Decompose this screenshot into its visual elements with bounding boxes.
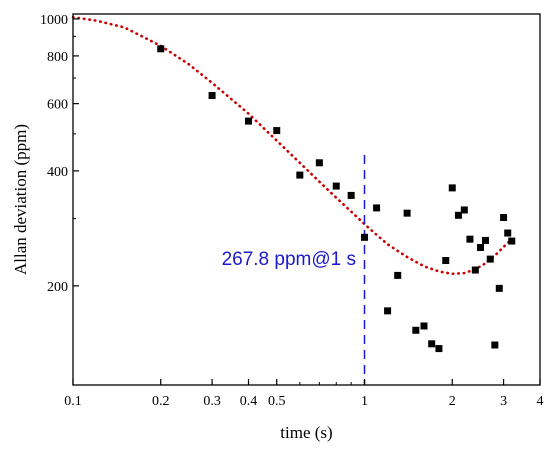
data-point [454,211,462,219]
x-tick-label: 1 [361,394,368,409]
data-point [373,204,381,212]
x-tick-label: 0.2 [152,394,170,409]
data-point [428,340,436,348]
data-point [448,184,456,192]
data-point [508,237,516,245]
data-point [466,235,474,243]
data-point [315,159,323,167]
data-point [403,209,411,217]
data-point [347,191,355,199]
y-tick-label: 1000 [40,13,68,28]
y-tick-label: 800 [47,50,68,65]
y-tick-label: 400 [47,165,68,180]
data-point [504,229,512,237]
x-axis-title: time (s) [280,423,332,442]
data-point [435,345,443,353]
data-point [476,244,484,252]
data-point [500,213,508,221]
data-point [360,233,368,241]
x-tick-label: 0.3 [203,394,221,409]
data-point [208,92,216,100]
data-point [495,284,503,292]
x-tick-label: 2 [449,394,456,409]
data-point [296,171,304,179]
data-point [442,257,450,265]
y-tick-label: 600 [47,98,68,113]
data-point [481,236,489,244]
annotation-label: 267.8 ppm@1 s [222,249,356,270]
plot-area [71,16,516,385]
data-point [420,322,428,330]
y-axis-title: Allan deviation (ppm) [11,124,30,275]
data-point [394,271,402,279]
data-point [491,341,499,349]
x-tick-label: 0.5 [268,394,286,409]
x-tick-label: 3 [500,394,507,409]
data-point [273,127,281,135]
data-point [412,326,420,334]
data-point [332,182,340,190]
x-tick-label: 4 [537,394,544,409]
data-point [471,266,479,274]
data-point [157,45,165,53]
x-tick-label: 0.1 [64,394,82,409]
y-tick-label: 200 [47,280,68,295]
data-point [384,307,392,315]
x-tick-label: 0.4 [240,394,258,409]
data-point [460,206,468,214]
fit-curve [71,16,514,276]
data-point [245,117,253,125]
plot-frame [72,13,541,386]
axes: 0.1 0.2 0.3 0.4 0.5 1 2 3 4 200 400 600 800 1000 [40,13,544,409]
data-point [486,255,494,263]
